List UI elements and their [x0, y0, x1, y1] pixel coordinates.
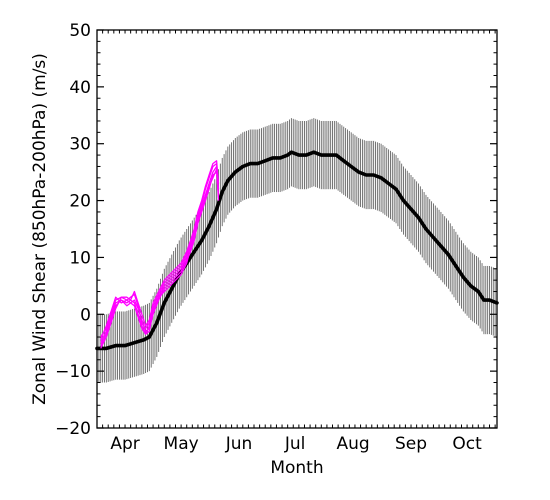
y-tick-label: 30	[69, 135, 91, 155]
ensemble-member-line	[100, 168, 220, 346]
ensemble-layer	[100, 160, 220, 349]
mean-line-layer	[95, 150, 499, 351]
y-tick-label: −10	[55, 362, 91, 382]
y-tick-label: 50	[69, 21, 91, 41]
y-tick-label: 20	[69, 192, 91, 212]
y-tick-label: −20	[55, 419, 91, 439]
ensemble-member-line	[100, 160, 220, 338]
ensemble-member-line	[100, 162, 220, 341]
errorbars-layer	[96, 118, 498, 383]
y-tick-label: 40	[69, 78, 91, 98]
x-tick-label: Sep	[395, 434, 427, 454]
x-tick-label: Apr	[110, 434, 139, 454]
plot-frame	[96, 29, 498, 429]
axis-ticks-layer	[96, 29, 497, 429]
x-tick-label: Oct	[452, 434, 482, 454]
tick-labels-layer: −20 −10 0 10 20 30 40 50 Apr May Jun Jul Aug Sep Oct	[55, 21, 482, 454]
x-tick-label: Aug	[336, 434, 369, 454]
ensemble-member-line	[100, 171, 220, 349]
mean-line	[95, 150, 499, 351]
y-axis-label: Zonal Wind Shear (850hPa-200hPa) (m/s)	[30, 53, 50, 405]
y-tick-label: 10	[69, 248, 91, 268]
x-tick-label: May	[164, 434, 199, 454]
y-tick-label: 0	[80, 305, 91, 325]
x-tick-label: Jun	[225, 434, 253, 454]
x-axis-label: Month	[270, 458, 323, 478]
x-tick-label: Jul	[284, 434, 306, 454]
